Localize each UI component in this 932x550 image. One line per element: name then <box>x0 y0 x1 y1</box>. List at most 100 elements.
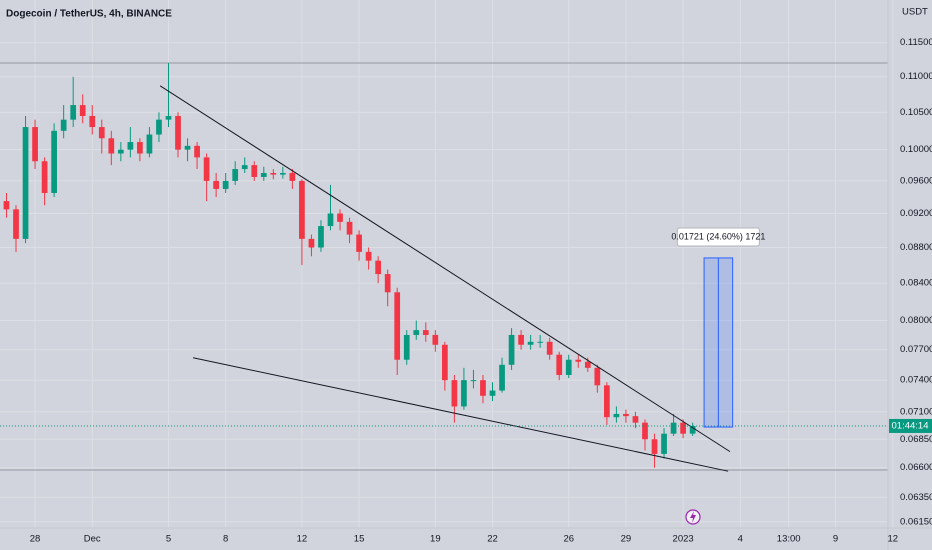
candle-body <box>632 416 639 423</box>
candle-body <box>241 165 248 170</box>
trend-line <box>159 85 731 453</box>
y-tick-label: 0.09200 <box>900 208 932 219</box>
candle-body <box>127 142 134 150</box>
candle-body <box>365 251 372 261</box>
y-tick-label: 0.11500 <box>900 37 932 48</box>
x-tick-label: Dec <box>84 534 101 545</box>
candle-body <box>337 213 343 222</box>
candle-body <box>203 157 210 181</box>
candle-body <box>232 169 239 181</box>
candle-body <box>279 172 286 175</box>
candle-body <box>32 127 38 162</box>
y-axis-label: USDT <box>902 7 928 18</box>
candle-body <box>175 115 181 150</box>
candle-body <box>403 334 410 360</box>
candle-body <box>346 221 353 235</box>
y-tick-label: 0.09600 <box>900 175 932 186</box>
candle-body <box>156 119 162 135</box>
y-tick-label: 0.06150 <box>900 516 932 527</box>
x-tick-label: 12 <box>887 534 898 545</box>
candle-body <box>22 127 29 239</box>
candle-body <box>79 105 86 116</box>
y-tick-label: 0.10000 <box>900 144 932 155</box>
candle-body <box>461 380 467 407</box>
candle-body <box>689 425 696 434</box>
candle-body <box>356 234 362 252</box>
candle-body <box>565 359 572 375</box>
y-tick-label: 0.08800 <box>900 242 932 253</box>
y-tick-label: 0.07100 <box>900 406 932 417</box>
x-tick-label: 19 <box>430 534 441 545</box>
candle-body <box>527 341 534 345</box>
x-tick-label: 29 <box>621 534 632 545</box>
y-tick-label: 0.06350 <box>900 492 932 503</box>
candle-body <box>289 172 296 181</box>
candle-body <box>613 413 620 418</box>
candle-body <box>508 334 515 365</box>
candle-body <box>594 367 601 386</box>
y-tick-label: 0.06600 <box>900 462 932 473</box>
y-tick-label: 0.11000 <box>900 71 932 82</box>
candle-body <box>184 145 191 150</box>
candle-body <box>470 380 477 382</box>
countdown: 01:44:14 <box>892 420 929 431</box>
candle-body <box>108 138 115 154</box>
candle-body <box>584 361 591 368</box>
candle-body <box>3 201 10 210</box>
candle-body <box>413 330 420 335</box>
candle-body <box>546 341 553 355</box>
measure-label-box <box>676 227 760 247</box>
candle-body <box>651 439 658 454</box>
y-tick-label: 0.10500 <box>900 107 932 118</box>
y-tick-label: 0.06850 <box>900 434 932 445</box>
candle-body <box>680 422 686 434</box>
candle-body <box>89 115 96 128</box>
candle-body <box>575 359 582 362</box>
trend-line <box>192 357 729 472</box>
x-tick-label: 8 <box>223 534 228 545</box>
chart-title: Dogecoin / TetherUS, 4h, BINANCE <box>6 9 172 20</box>
x-tick-label: 28 <box>30 534 41 545</box>
y-tick-label: 0.08400 <box>900 278 932 289</box>
x-tick-label: 5 <box>166 534 171 545</box>
x-tick-label: 13:00 <box>777 534 801 545</box>
candle-body <box>137 142 143 154</box>
candle-body <box>661 433 667 454</box>
candle-body <box>318 226 324 248</box>
candle-body <box>60 119 67 131</box>
candle-body <box>518 334 524 345</box>
candle-body <box>480 380 486 396</box>
candle-body <box>451 380 458 407</box>
candle-body <box>642 422 648 440</box>
candle-body <box>422 330 429 335</box>
candle-body <box>299 180 305 239</box>
candle-body <box>222 180 229 189</box>
candle-body <box>384 274 391 293</box>
plot <box>0 62 888 472</box>
candle-body <box>499 364 505 391</box>
candle-body <box>308 238 315 248</box>
candle-body <box>604 385 610 418</box>
candle-body <box>213 180 219 189</box>
y-tick-label: 0.08000 <box>900 315 932 326</box>
y-tick-label: 0.07400 <box>900 375 932 386</box>
candle-body <box>432 334 439 345</box>
y-tick-label: 0.07700 <box>900 344 932 355</box>
x-tick-label: 4 <box>738 534 743 545</box>
candle-body <box>165 115 172 120</box>
candle-body <box>13 209 19 239</box>
candle-body <box>489 390 496 396</box>
candle-body <box>270 172 277 175</box>
candle-body <box>41 161 48 193</box>
x-tick-label: 12 <box>297 534 308 545</box>
candle-body <box>260 172 267 177</box>
candle-body <box>394 292 401 360</box>
event-icon <box>685 509 701 525</box>
candle-body <box>623 413 629 417</box>
x-tick-label: 26 <box>563 534 574 545</box>
candle-body <box>251 165 258 177</box>
candle-body <box>375 260 382 275</box>
candle-body <box>670 422 677 434</box>
